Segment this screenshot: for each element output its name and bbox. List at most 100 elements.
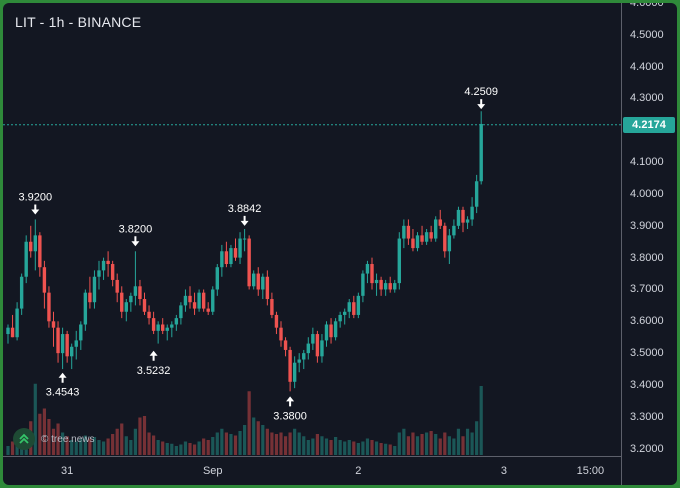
candle[interactable] [411, 229, 415, 252]
candle[interactable] [292, 356, 297, 389]
candle[interactable] [261, 273, 265, 300]
candle[interactable] [329, 318, 333, 344]
candle[interactable] [33, 219, 37, 271]
candle[interactable] [465, 216, 470, 229]
candle[interactable] [192, 292, 197, 315]
candle[interactable] [215, 264, 219, 296]
candle[interactable] [461, 206, 465, 233]
candle[interactable] [106, 251, 110, 277]
candle[interactable] [60, 327, 65, 370]
candle[interactable] [320, 334, 324, 363]
candle[interactable] [447, 229, 452, 265]
candle[interactable] [238, 232, 242, 265]
candle[interactable] [270, 292, 274, 319]
candle[interactable] [420, 225, 424, 245]
candle[interactable] [406, 219, 411, 245]
candle[interactable] [138, 279, 142, 306]
candle[interactable] [120, 286, 124, 319]
candle[interactable] [306, 337, 310, 360]
candle[interactable] [324, 321, 329, 347]
candle[interactable] [288, 346, 292, 392]
candle[interactable] [147, 305, 151, 325]
candle[interactable] [247, 235, 251, 290]
candle[interactable] [92, 270, 97, 309]
candle[interactable] [424, 229, 429, 245]
candle[interactable] [79, 321, 83, 350]
candle[interactable] [201, 289, 206, 312]
candle[interactable] [434, 216, 438, 242]
candle[interactable] [47, 286, 51, 328]
candle[interactable] [343, 308, 347, 325]
candle[interactable] [88, 276, 92, 309]
candle[interactable] [65, 330, 69, 363]
candle[interactable] [115, 273, 119, 303]
candle[interactable] [352, 295, 356, 319]
candle[interactable] [452, 219, 456, 239]
candle[interactable] [393, 279, 397, 293]
candle[interactable] [224, 241, 229, 268]
candle[interactable] [438, 209, 442, 229]
candle[interactable] [74, 330, 78, 360]
candle[interactable] [283, 337, 288, 357]
candle[interactable] [415, 232, 420, 252]
candle[interactable] [370, 257, 374, 290]
candle[interactable] [70, 343, 74, 370]
candle[interactable] [179, 302, 183, 325]
chart-plot-area[interactable]: 3.9200 3.4543 3.8200 3.5232 3.8842 3.3800 4.25… [3, 3, 621, 456]
candle[interactable] [10, 314, 15, 338]
candle[interactable] [42, 260, 47, 309]
candle[interactable] [133, 251, 138, 306]
candle[interactable] [156, 321, 160, 344]
price-axis[interactable]: 4.60004.50004.40004.30004.20004.10004.00… [621, 3, 677, 485]
candle[interactable] [279, 321, 283, 347]
candle[interactable] [38, 232, 42, 277]
candle[interactable] [29, 225, 33, 258]
candle[interactable] [302, 349, 306, 370]
candle[interactable] [110, 260, 115, 287]
candle[interactable] [297, 353, 301, 373]
candle[interactable] [388, 276, 392, 293]
candle[interactable] [456, 206, 461, 229]
candle[interactable] [274, 311, 279, 335]
candle[interactable] [129, 292, 133, 312]
candle[interactable] [51, 311, 56, 347]
candle[interactable] [229, 244, 233, 268]
candle[interactable] [151, 311, 156, 335]
candle[interactable] [374, 273, 379, 296]
candle[interactable] [19, 273, 24, 315]
candle[interactable] [479, 111, 483, 185]
candle[interactable] [252, 270, 256, 290]
candle[interactable] [183, 289, 188, 312]
candle[interactable] [474, 174, 479, 214]
candle[interactable] [174, 314, 179, 331]
candle[interactable] [402, 219, 406, 249]
candle[interactable] [242, 229, 247, 252]
candle[interactable] [15, 302, 19, 341]
candle[interactable] [233, 238, 238, 261]
candle[interactable] [101, 257, 106, 280]
candle[interactable] [361, 270, 365, 303]
candle[interactable] [197, 289, 201, 312]
candle[interactable] [379, 276, 383, 296]
candle[interactable] [383, 279, 388, 296]
candle[interactable] [333, 318, 338, 341]
candle[interactable] [161, 318, 165, 335]
candle[interactable] [356, 292, 361, 319]
candle[interactable] [365, 260, 370, 284]
candle[interactable] [315, 330, 320, 363]
candle[interactable] [443, 222, 447, 258]
candle[interactable] [311, 327, 315, 350]
candle[interactable] [24, 235, 28, 284]
candle[interactable] [56, 321, 60, 363]
candle[interactable] [265, 270, 270, 306]
candle[interactable] [170, 321, 174, 338]
candle[interactable] [188, 286, 192, 309]
candle[interactable] [165, 324, 169, 341]
candle[interactable] [470, 197, 474, 226]
candle[interactable] [211, 286, 215, 315]
candle[interactable] [397, 232, 401, 290]
time-axis[interactable]: 31 Sep 2 3 15:00 [3, 456, 621, 485]
candle[interactable] [220, 244, 224, 277]
candle[interactable] [347, 299, 351, 319]
candle[interactable] [124, 299, 128, 322]
